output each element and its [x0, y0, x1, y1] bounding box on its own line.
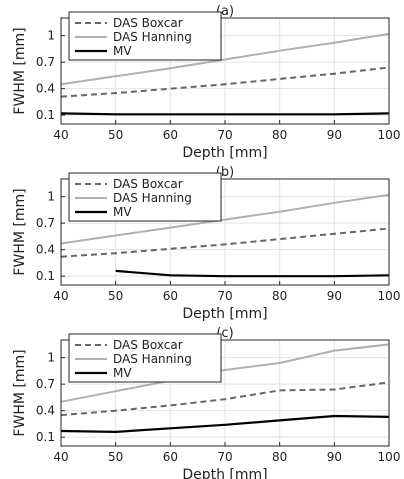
series-line-mv — [60, 414, 390, 433]
x-tick-label: 70 — [217, 128, 232, 142]
legend-label: DAS Boxcar — [113, 338, 183, 352]
x-tick-label: 60 — [163, 128, 178, 142]
x-tick-label: 90 — [327, 289, 342, 303]
y-tick-label: 0.7 — [36, 216, 55, 230]
legend-label: DAS Boxcar — [113, 177, 183, 191]
y-tick-label: 0.1 — [36, 269, 55, 283]
legend-label: DAS Boxcar — [113, 16, 183, 30]
x-tick-label: 90 — [327, 128, 342, 142]
y-tick-label: 1 — [47, 190, 55, 204]
series-line-das-hanning — [60, 343, 390, 403]
y-tick-label: 1 — [47, 351, 55, 365]
x-tick-label: 40 — [53, 128, 68, 142]
x-tick-label: 100 — [378, 450, 401, 464]
x-axis-label: Depth [mm] — [182, 467, 267, 479]
x-tick-label: 80 — [272, 450, 287, 464]
series-line-das-boxcar — [60, 227, 390, 258]
x-tick-label: 60 — [163, 289, 178, 303]
y-tick-label: 0.1 — [36, 430, 55, 444]
x-axis-label: Depth [mm] — [182, 145, 267, 161]
series-line-das-hanning — [60, 32, 390, 86]
y-tick-label: 0.4 — [36, 243, 55, 257]
y-axis-label: FWHM [mm] — [12, 349, 28, 436]
y-tick-label: 0.7 — [36, 55, 55, 69]
x-tick-label: 40 — [53, 450, 68, 464]
legend-label: DAS Hanning — [113, 352, 192, 366]
y-tick-label: 0.4 — [36, 404, 55, 418]
legend-label: MV — [113, 44, 132, 58]
x-tick-label: 40 — [53, 289, 68, 303]
x-tick-label: 70 — [217, 289, 232, 303]
y-tick-label: 0.1 — [36, 108, 55, 122]
x-tick-label: 100 — [378, 128, 401, 142]
y-axis-label: FWHM [mm] — [12, 27, 28, 114]
x-tick-label: 50 — [108, 289, 123, 303]
y-tick-label: 0.7 — [36, 377, 55, 391]
x-tick-label: 70 — [217, 450, 232, 464]
series-line-mv — [115, 269, 390, 278]
series-line-das-boxcar — [60, 66, 390, 98]
x-tick-label: 80 — [272, 128, 287, 142]
x-tick-label: 50 — [108, 128, 123, 142]
series-line-das-boxcar — [60, 381, 390, 417]
x-tick-label: 80 — [272, 289, 287, 303]
y-tick-label: 0.4 — [36, 82, 55, 96]
legend-label: MV — [113, 205, 132, 219]
y-tick-label: 1 — [47, 29, 55, 43]
legend-label: MV — [113, 366, 132, 380]
series-line-mv — [60, 112, 390, 116]
legend-label: DAS Hanning — [113, 191, 192, 205]
legend-label: DAS Hanning — [113, 30, 192, 44]
x-tick-label: 100 — [378, 289, 401, 303]
x-axis-label: Depth [mm] — [182, 306, 267, 322]
x-tick-label: 60 — [163, 450, 178, 464]
x-tick-label: 90 — [327, 450, 342, 464]
y-axis-label: FWHM [mm] — [12, 188, 28, 275]
x-tick-label: 50 — [108, 450, 123, 464]
series-line-das-hanning — [60, 193, 390, 245]
